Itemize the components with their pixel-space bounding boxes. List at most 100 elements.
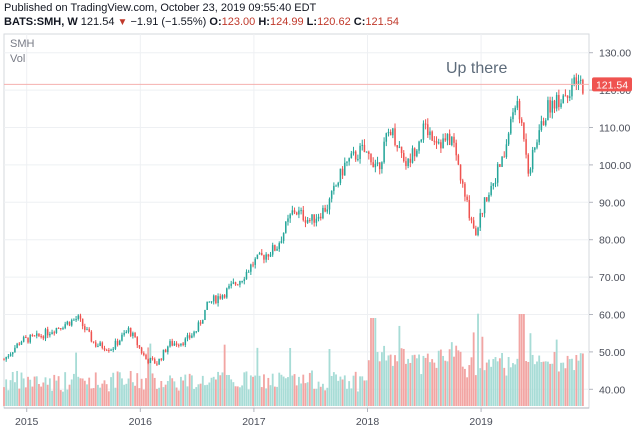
candle-body (555, 94, 558, 109)
open-value: 123.00 (221, 16, 256, 28)
volume-bar (297, 376, 300, 406)
candle-body (92, 341, 95, 343)
volume-bar (566, 355, 569, 406)
volume-bar (177, 390, 180, 406)
volume-bar (501, 353, 503, 406)
candle-body (46, 329, 49, 336)
volume-bar (512, 363, 514, 406)
volume-bar (256, 347, 259, 406)
volume-bar (540, 362, 543, 406)
volume-bar (387, 355, 390, 406)
volume-bar (212, 376, 215, 406)
candle-body (167, 346, 169, 353)
volume-bar (549, 363, 552, 406)
candle-body (42, 336, 45, 339)
candle-body (365, 151, 368, 153)
candle-body (55, 327, 58, 333)
candle-body (274, 245, 276, 251)
candle-body (477, 227, 479, 236)
volume-bar (236, 386, 239, 406)
published-line: Published on TradingView.com, October 23… (4, 2, 317, 14)
candle-body (252, 264, 254, 266)
volume-bar (459, 351, 462, 406)
candle-body (531, 149, 534, 170)
candle-body (459, 164, 462, 181)
candle-body (121, 334, 123, 341)
close-label: C: (353, 16, 366, 28)
volume-bar (446, 361, 449, 406)
volume-bar (509, 367, 512, 406)
y-tick-label: 130.00 (599, 48, 631, 60)
candle-body (544, 120, 547, 126)
volume-bar (350, 388, 353, 406)
volume-bar (319, 386, 322, 406)
candle-body (36, 333, 38, 336)
volume-bar (332, 372, 335, 406)
volume-bar (477, 313, 479, 406)
candle-body (427, 124, 429, 136)
volume-bar (380, 352, 383, 406)
candle-body (31, 335, 34, 337)
volume-bar (516, 358, 519, 406)
volume-bar (51, 390, 53, 406)
candle-body (132, 332, 134, 336)
volume-bar (121, 378, 123, 406)
volume-bar (306, 382, 309, 406)
candle-body (464, 183, 466, 197)
candle-body (230, 283, 232, 286)
candle-body (182, 343, 184, 345)
candle-body (62, 328, 64, 330)
candle-body (210, 301, 213, 303)
candle-body (398, 146, 401, 148)
last-price-tag-text: 121.54 (596, 79, 628, 91)
candle-body (405, 161, 407, 166)
volume-bar (547, 361, 549, 406)
volume-bars (3, 313, 584, 406)
volume-bar (536, 361, 538, 406)
volume-bar (94, 372, 97, 406)
candle-body (33, 335, 36, 337)
candle-body (483, 197, 486, 214)
down-triangle-icon: ▼ (117, 17, 128, 28)
y-tick-label: 110.00 (599, 123, 630, 135)
volume-bar (186, 386, 189, 406)
candle-body (250, 264, 252, 272)
volume-bar (35, 376, 38, 406)
candle-body (505, 144, 508, 158)
candle-body (129, 327, 132, 336)
candle-body (341, 168, 344, 176)
candle-body (254, 258, 256, 265)
candle-body (534, 147, 536, 150)
volume-bar (374, 318, 377, 406)
candle-body (193, 331, 195, 336)
volume-bar (101, 383, 104, 406)
candle-body (105, 349, 108, 351)
volume-bar (260, 387, 263, 406)
volume-bar (263, 374, 265, 406)
volume-bar (243, 372, 246, 406)
candle-body (197, 322, 200, 332)
candle-body (77, 315, 80, 320)
candle-body (328, 198, 331, 210)
volume-bar (568, 359, 571, 406)
volume-bar (180, 376, 182, 406)
volume-bar (370, 318, 372, 406)
volume-bar (348, 381, 351, 406)
volume-bar (378, 361, 381, 406)
candle-body (177, 344, 180, 346)
volume-bar (470, 357, 473, 406)
candle-body (571, 84, 573, 97)
candle-body (256, 254, 259, 259)
volume-bar (464, 368, 466, 406)
candle-body (151, 358, 154, 360)
low-label: L: (306, 16, 318, 28)
candle-body (18, 343, 21, 345)
candle-body (304, 220, 307, 223)
volume-bar (551, 363, 554, 406)
volume-bar (302, 374, 305, 406)
volume-bar (151, 373, 154, 406)
candle-body (407, 158, 409, 166)
volume-bar (400, 348, 403, 406)
volume-bar (62, 391, 64, 406)
